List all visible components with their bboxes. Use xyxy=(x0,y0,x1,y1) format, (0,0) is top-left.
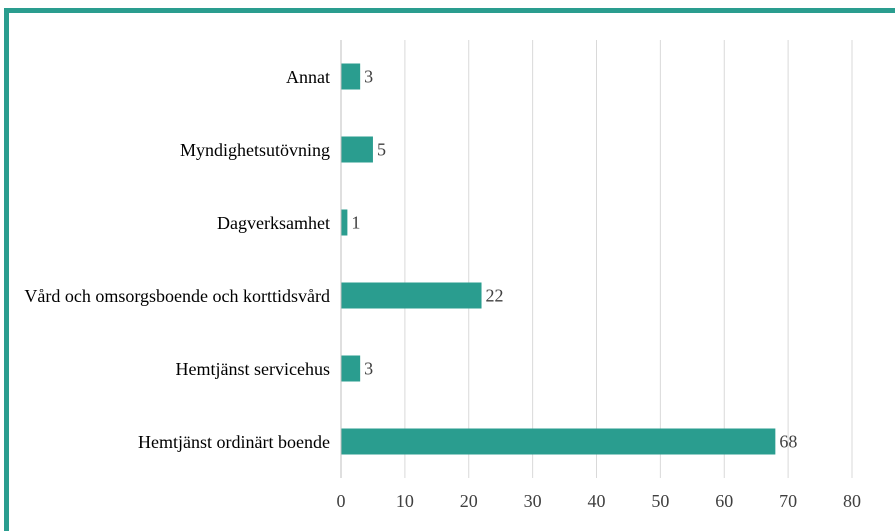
y-tick-label-text: Annat xyxy=(286,66,330,87)
y-tick-label: Hemtjänst ordinärt boende xyxy=(10,431,330,453)
y-tick-label: Vård och omsorgsboende och korttidsvård xyxy=(10,285,330,307)
y-tick-label-text: Hemtjänst servicehus xyxy=(175,358,330,379)
y-tick-label: Dagverksamhet xyxy=(10,212,330,234)
bar xyxy=(341,63,361,90)
x-tick-label: 30 xyxy=(524,491,542,511)
data-label: 3 xyxy=(364,67,373,87)
x-tick-label: 10 xyxy=(396,491,414,511)
x-tick-label: 50 xyxy=(651,491,669,511)
bar xyxy=(341,209,348,236)
y-tick-label-text: Vård och omsorgsboende och korttidsvård xyxy=(24,285,330,306)
data-label: 68 xyxy=(779,432,797,452)
y-tick-label: Annat xyxy=(10,66,330,88)
x-tick-label: 0 xyxy=(337,491,346,511)
data-label: 3 xyxy=(364,359,373,379)
y-tick-label-text: Dagverksamhet xyxy=(217,212,330,233)
bar xyxy=(341,136,373,163)
y-tick-label-text: Myndighetsutövning xyxy=(179,139,330,160)
y-tick-label: Myndighetsutövning xyxy=(10,139,330,161)
data-label: 22 xyxy=(486,286,504,306)
chart-frame xyxy=(4,8,895,531)
bar xyxy=(341,428,776,455)
bar xyxy=(341,282,482,309)
x-tick-label: 80 xyxy=(843,491,861,511)
bar xyxy=(341,355,361,382)
x-tick-label: 20 xyxy=(460,491,478,511)
y-tick-label: Hemtjänst servicehus xyxy=(10,358,330,380)
x-tick-label: 40 xyxy=(588,491,606,511)
x-tick-label: 70 xyxy=(779,491,797,511)
data-label: 5 xyxy=(377,140,386,160)
x-tick-label: 60 xyxy=(715,491,733,511)
y-tick-label-text: Hemtjänst ordinärt boende xyxy=(138,431,330,452)
data-label: 1 xyxy=(351,213,360,233)
